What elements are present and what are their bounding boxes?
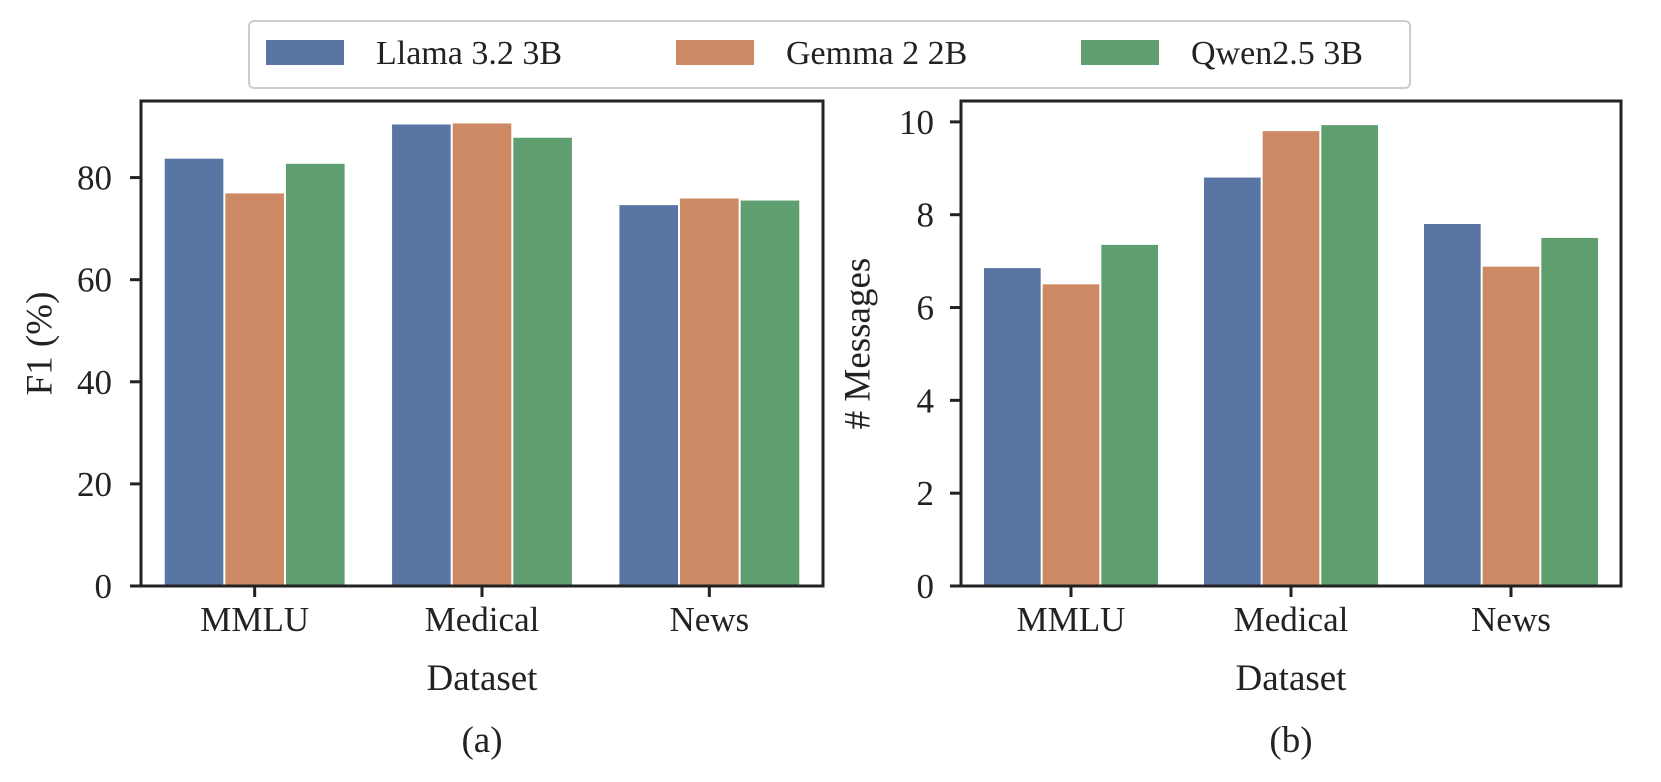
panel-b-x-tick-label-mmlu: MMLU xyxy=(1017,600,1126,639)
panel-a-bars xyxy=(164,123,800,587)
panel-b-bar-mmlu-qwen2-5-3b xyxy=(1101,244,1158,586)
panel-a-bar-mmlu-qwen2-5-3b xyxy=(285,163,345,586)
panel-b-y-ticks: 0 2 4 6 8 10 xyxy=(899,103,961,606)
panel-a-x-tick-label-news: News xyxy=(669,600,749,639)
panel-a-bar-medical-qwen2-5-3b xyxy=(513,137,572,587)
panel-a: 0 20 40 60 80 MMLU Medical News F1 (%) Dataset… xyxy=(20,99,825,761)
panel-a-y-tick-label: 0 xyxy=(95,567,113,606)
panel-a-x-tick-label-mmlu: MMLU xyxy=(200,600,309,639)
panel-b-y-tick-label: 0 xyxy=(917,567,935,606)
legend-frame xyxy=(248,20,1411,89)
panel-b-bar-medical-qwen2-5-3b xyxy=(1321,125,1378,586)
panel-a-bar-mmlu-llama-3-2-3b xyxy=(164,158,224,587)
panel-b-bar-news-gemma-2-2b xyxy=(1482,266,1540,586)
panel-b-y-tick-label: 2 xyxy=(917,474,935,513)
panel-b-x-tick-label-medical: Medical xyxy=(1234,600,1349,639)
panel-b-bar-medical-llama-3-2-3b xyxy=(1204,177,1261,586)
panel-b-x-ticks: MMLU Medical News xyxy=(1017,586,1551,639)
panel-a-bar-news-llama-3-2-3b xyxy=(619,205,679,586)
panel-b-bar-mmlu-gemma-2-2b xyxy=(1042,284,1100,586)
panel-a-bar-mmlu-gemma-2-2b xyxy=(225,193,284,586)
panel-a-bar-news-gemma-2-2b xyxy=(680,198,739,586)
panel-b-y-axis-label: # Messages xyxy=(838,258,879,430)
panel-b-y-tick-label: 8 xyxy=(917,196,935,235)
legend-swatch-llama xyxy=(266,40,344,65)
panel-b-y-tick-label: 4 xyxy=(917,381,935,420)
panel-a-x-ticks: MMLU Medical News xyxy=(200,586,749,639)
panel-a-plot-frame xyxy=(139,99,825,588)
panel-a-y-tick-label: 60 xyxy=(77,261,112,300)
panel-a-bar-medical-llama-3-2-3b xyxy=(392,124,451,587)
legend-label-llama: Llama 3.2 3B xyxy=(376,35,562,72)
panel-a-x-axis-label: Dataset xyxy=(427,658,539,699)
panel-b-y-tick-label: 6 xyxy=(917,289,935,328)
panel-b-bar-medical-gemma-2-2b xyxy=(1262,131,1320,586)
panel-b-y-tick-label: 10 xyxy=(899,103,934,142)
panel-a-y-tick-label: 80 xyxy=(77,159,112,198)
legend: Llama 3.2 3B Gemma 2 2B Qwen2.5 3B xyxy=(248,20,1411,89)
panel-b-plot-frame xyxy=(959,99,1623,588)
panel-a-y-axis-label: F1 (%) xyxy=(20,292,61,396)
panel-b-x-axis-label: Dataset xyxy=(1236,658,1348,699)
panel-b-caption: (b) xyxy=(1269,720,1312,761)
legend-swatch-qwen xyxy=(1081,40,1159,65)
panel-b-bars xyxy=(984,125,1598,587)
panel-a-y-tick-label: 20 xyxy=(77,465,112,504)
panel-b-bar-news-llama-3-2-3b xyxy=(1424,223,1481,587)
panel-a-x-tick-label-medical: Medical xyxy=(425,600,540,639)
panel-a-caption: (a) xyxy=(461,720,502,761)
panel-b-bar-mmlu-llama-3-2-3b xyxy=(984,268,1041,586)
panel-b-x-tick-label-news: News xyxy=(1471,600,1551,639)
panel-b-bar-news-qwen2-5-3b xyxy=(1541,237,1598,586)
legend-label-gemma: Gemma 2 2B xyxy=(786,35,967,72)
legend-swatch-gemma xyxy=(676,40,754,65)
panel-a-bar-news-qwen2-5-3b xyxy=(740,200,800,587)
panel-a-bar-medical-gemma-2-2b xyxy=(452,123,512,586)
legend-label-qwen: Qwen2.5 3B xyxy=(1191,35,1363,72)
panel-b: 0 2 4 6 8 10 MMLU Medical News # Messages Datas… xyxy=(838,99,1623,761)
panel-a-y-ticks: 0 20 40 60 80 xyxy=(77,159,141,606)
panel-a-y-tick-label: 40 xyxy=(77,363,112,402)
